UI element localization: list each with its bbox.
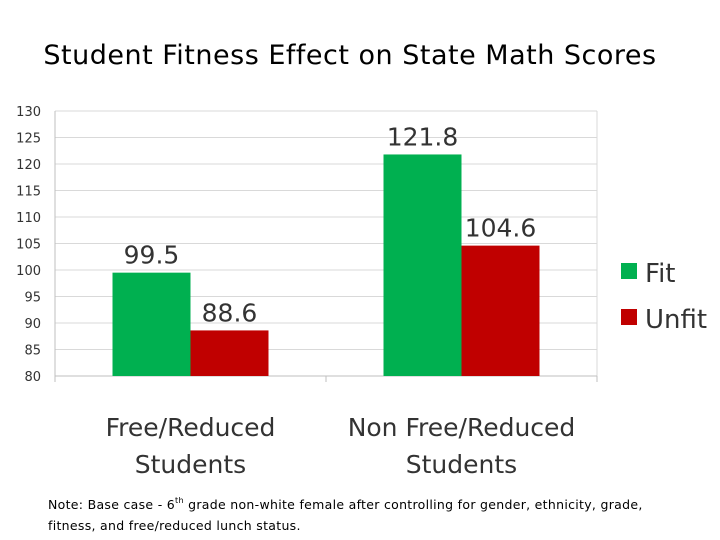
y-tick-label: 105 [16,238,41,253]
y-tick-label: 95 [24,291,41,306]
footnote-suffix: grade non-white female after controlling… [48,497,643,533]
x-category-label: Students [135,450,246,479]
footnote-prefix: Note: Base case - 6 [48,497,176,512]
y-tick-label: 110 [16,211,41,226]
bar-fit-0 [112,272,191,376]
legend: Fit Unfit [621,259,707,335]
data-label: 104.6 [465,214,537,243]
y-tick-label: 90 [24,317,41,332]
footnote-superscript: th [175,496,184,505]
data-labels: 99.5 88.6 121.8 104.6 [124,122,537,327]
y-tick-label: 80 [24,370,41,385]
legend-swatch-fit [621,263,637,279]
y-tick-label: 115 [16,185,41,200]
x-category-label: Non Free/Reduced [348,413,576,442]
bar-fit-1 [383,154,462,376]
legend-swatch-unfit [621,309,637,325]
y-tick-label: 125 [16,132,41,147]
x-category-label: Students [406,450,517,479]
bar-chart: 80 85 90 95 100 105 110 115 120 125 130 Free/Reduce… [16,105,707,479]
bars [112,154,540,376]
legend-label: Fit [645,259,675,289]
chart-title: Student Fitness Effect on State Math Sco… [43,40,657,71]
bar-unfit-1 [461,245,540,376]
data-label: 99.5 [124,241,180,270]
footnote: Note: Base case - 6th grade non-white fe… [48,494,648,536]
axes: 80 85 90 95 100 105 110 115 120 125 130 Free/Reduce… [16,105,598,479]
x-category-label: Free/Reduced [106,413,276,442]
data-label: 121.8 [387,122,459,151]
y-tick-label: 120 [16,158,41,173]
y-tick-label: 100 [16,264,41,279]
legend-label: Unfit [645,305,707,335]
data-label: 88.6 [202,298,258,327]
bar-unfit-0 [190,330,269,376]
y-tick-label: 130 [16,105,41,120]
y-tick-label: 85 [24,344,41,359]
